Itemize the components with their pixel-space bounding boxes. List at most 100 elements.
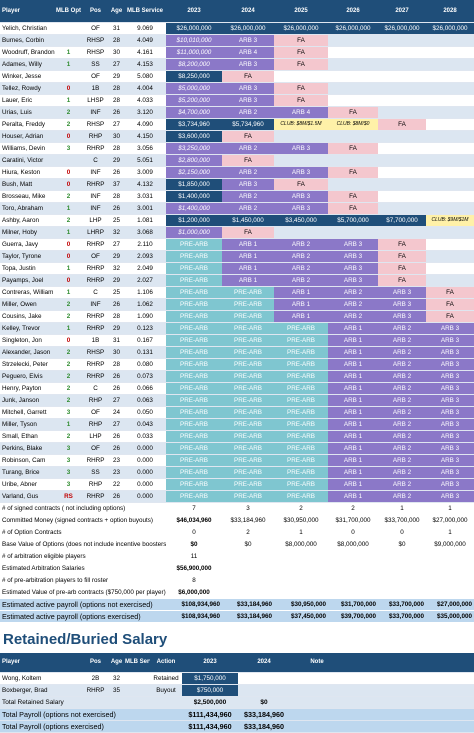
summary-value	[426, 550, 474, 562]
age: 28	[109, 358, 124, 370]
salary-cell-2023: PRE-ARB	[166, 394, 222, 406]
ret-header-player: Player	[0, 653, 82, 673]
ret-player: Boxberger, Brad	[0, 685, 82, 697]
salary-cell-2028	[426, 190, 474, 202]
salary-cell-2028: CLUB: $9M/$1M	[426, 214, 474, 226]
mlb-options: 1	[55, 94, 82, 106]
age: 28	[109, 190, 124, 202]
salary-cell-2028: ARB 3	[426, 406, 474, 418]
salary-cell-2028	[426, 274, 474, 286]
age: 22	[109, 478, 124, 490]
salary-cell-2026: ARB 1	[328, 334, 378, 346]
salary-cell-2025: PRE-ARB	[274, 334, 328, 346]
player-name: Alexander, Jason	[0, 346, 55, 358]
salary-cell-2028	[426, 58, 474, 70]
salary-cell-2027: ARB 2	[378, 406, 426, 418]
mlb-options: 1	[55, 322, 82, 334]
salary-cell-2026: ARB 2	[328, 286, 378, 298]
header-player: Player	[0, 0, 55, 22]
header-mlb-opt: MLB Opt	[55, 0, 82, 22]
salary-cell-2023: PRE-ARB	[166, 334, 222, 346]
estimated-payroll-value: $37,450,000	[274, 610, 328, 622]
mlb-service: 5.080	[124, 70, 166, 82]
salary-cell-2026	[328, 226, 378, 238]
mlb-options: 0	[55, 250, 82, 262]
header-pos: Pos	[82, 0, 109, 22]
position: OF	[82, 70, 109, 82]
age: 28	[109, 94, 124, 106]
mlb-service: 0.000	[124, 442, 166, 454]
mlb-service: 0.063	[124, 394, 166, 406]
position: SS	[82, 466, 109, 478]
mlb-options: 1	[55, 286, 82, 298]
age: 28	[109, 82, 124, 94]
salary-cell-2026: FA	[328, 106, 378, 118]
ret-2024	[238, 685, 290, 697]
salary-cell-2025: $26,000,000	[274, 22, 328, 34]
salary-cell-2027: FA	[378, 250, 426, 262]
mlb-service: 4.153	[124, 58, 166, 70]
age: 23	[109, 454, 124, 466]
salary-cell-2027: ARB 2	[378, 466, 426, 478]
salary-cell-2023: $8,250,000	[166, 70, 222, 82]
total-payroll-note	[290, 709, 344, 721]
salary-cell-2024: FA	[222, 70, 274, 82]
position: INF	[82, 298, 109, 310]
salary-cell-2024: ARB 1	[222, 274, 274, 286]
header-2026: 2026	[328, 0, 378, 22]
ret-action: Retained	[150, 673, 182, 685]
salary-cell-2024: ARB 3	[222, 58, 274, 70]
mlb-options	[55, 34, 82, 46]
ret-note	[290, 685, 344, 697]
estimated-payroll-value: $31,700,000	[328, 598, 378, 610]
header-2024: 2024	[222, 0, 274, 22]
salary-cell-2027: ARB 2	[378, 442, 426, 454]
player-name: Varland, Gus	[0, 490, 55, 502]
salary-cell-2026: ARB 2	[328, 310, 378, 322]
salary-cell-2026	[328, 94, 378, 106]
age: 25	[109, 214, 124, 226]
total-payroll-note	[290, 721, 344, 733]
summary-value	[328, 574, 378, 586]
salary-cell-2028: ARB 3	[426, 346, 474, 358]
salary-cell-2027	[378, 46, 426, 58]
salary-cell-2023: PRE-ARB	[166, 430, 222, 442]
age: 27	[109, 238, 124, 250]
salary-cell-2028	[426, 238, 474, 250]
mlb-options: 2	[55, 358, 82, 370]
salary-cell-2027: ARB 2	[378, 418, 426, 430]
mlb-service: 4.033	[124, 94, 166, 106]
mlb-options	[55, 22, 82, 34]
salary-cell-2023: PRE-ARB	[166, 382, 222, 394]
salary-cell-2026: ARB 1	[328, 466, 378, 478]
summary-value	[328, 562, 378, 574]
salary-cell-2026	[328, 82, 378, 94]
header-2023: 2023	[166, 0, 222, 22]
salary-cell-2025: PRE-ARB	[274, 478, 328, 490]
summary-label: # of signed contracts ( not including op…	[0, 502, 166, 514]
ret-total-2023: $2,500,000	[182, 697, 238, 709]
salary-cell-2026: ARB 1	[328, 370, 378, 382]
salary-cell-2026: CLUB: $8M/$0	[328, 118, 378, 130]
age: 26	[109, 298, 124, 310]
salary-cell-2025: ARB 2	[274, 274, 328, 286]
retained-header-row: Player Pos Age MLB Service Action 2023 2…	[0, 653, 474, 673]
mlb-service: 3.120	[124, 106, 166, 118]
summary-value	[328, 550, 378, 562]
summary-value	[222, 586, 274, 598]
age: 28	[109, 310, 124, 322]
age: 26	[109, 430, 124, 442]
salary-cell-2028: ARB 3	[426, 394, 474, 406]
salary-cell-2026: FA	[328, 166, 378, 178]
salary-cell-2026: ARB 1	[328, 442, 378, 454]
salary-cell-2025: $3,450,000	[274, 214, 328, 226]
summary-rows: # of signed contracts ( not including op…	[0, 502, 474, 622]
salary-cell-2028: ARB 3	[426, 370, 474, 382]
salary-cell-2026: ARB 1	[328, 418, 378, 430]
retained-total-row: Total Retained Salary $2,500,000 $0	[0, 697, 474, 709]
